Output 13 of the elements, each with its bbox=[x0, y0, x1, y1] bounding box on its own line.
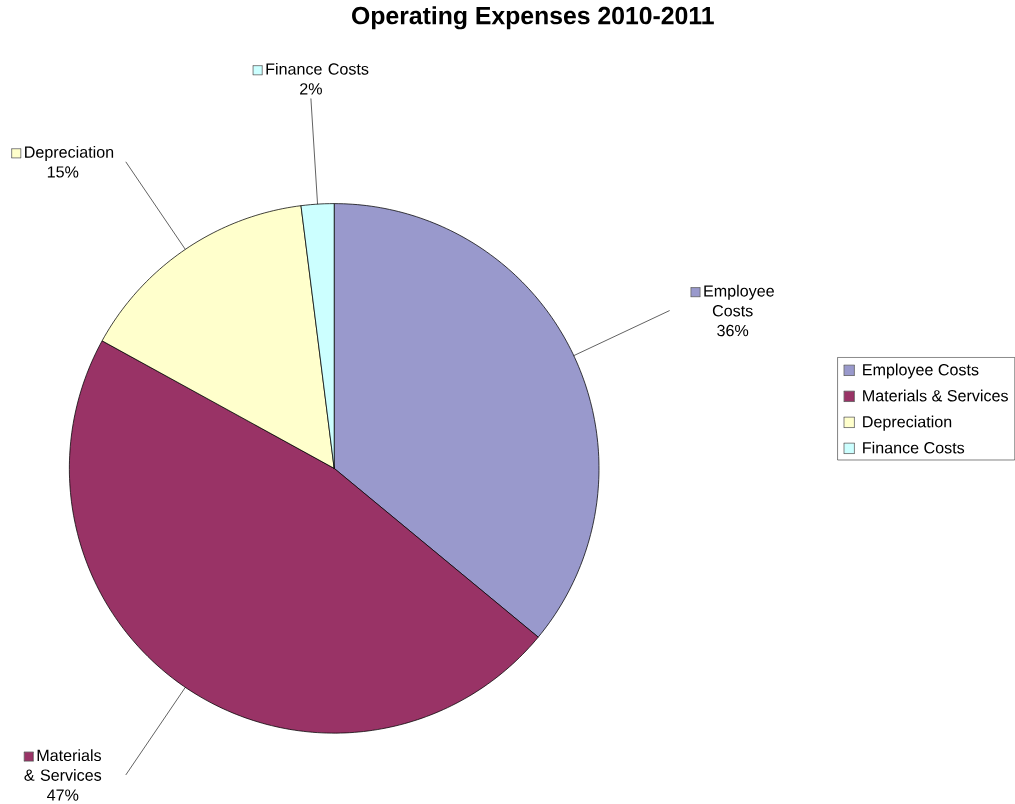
data-label: 47% bbox=[47, 789, 79, 801]
data-label: 2% bbox=[300, 82, 322, 95]
legend-label: Depreciation bbox=[25, 145, 114, 161]
category-label: Employee Costs bbox=[863, 363, 979, 379]
legend-label: Employee Costs bbox=[704, 284, 774, 317]
data-label: 36% bbox=[717, 324, 749, 337]
chart-title: Operating Expenses 2010-2011 bbox=[352, 6, 714, 30]
category-label: Finance Costs bbox=[863, 441, 965, 454]
category-label: Materials & Services bbox=[863, 389, 1008, 402]
legend-label: Materials & Services bbox=[24, 749, 102, 781]
data-label: 15% bbox=[47, 166, 79, 178]
legend-label: Finance Costs bbox=[266, 62, 369, 75]
category-label: Depreciation bbox=[863, 415, 952, 431]
